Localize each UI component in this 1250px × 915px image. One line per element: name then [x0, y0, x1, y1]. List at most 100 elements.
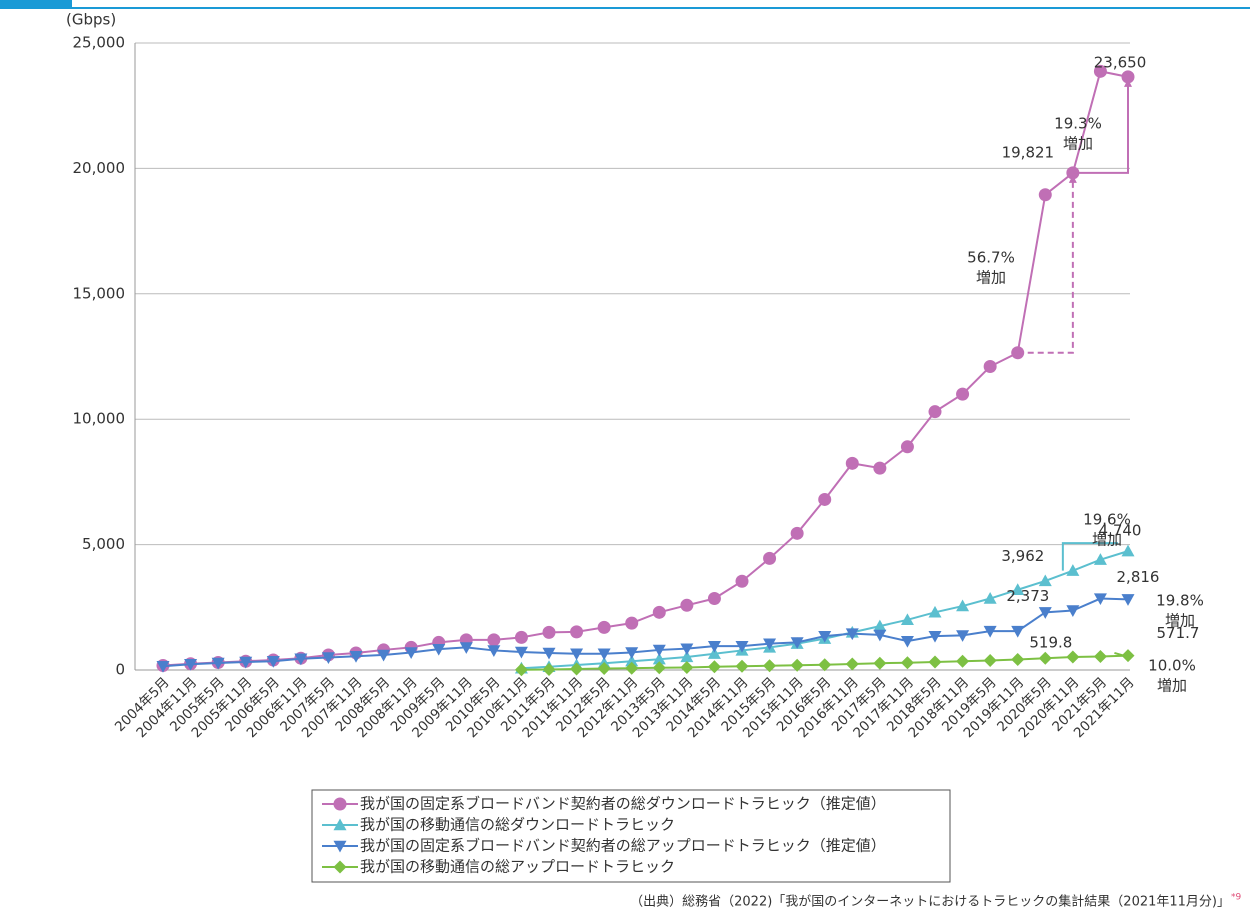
- growth-bracket: [1114, 652, 1125, 657]
- data-point: [735, 640, 749, 653]
- arrow-head: [1124, 78, 1132, 87]
- arrow-head: [1068, 174, 1077, 183]
- data-point: [956, 599, 970, 612]
- annotation: 19.3%: [1054, 115, 1102, 133]
- header-tab: [0, 0, 72, 8]
- data-point: [652, 644, 666, 657]
- value-label: 519.8: [1029, 633, 1072, 651]
- data-point: [928, 630, 942, 643]
- data-point: [294, 653, 308, 666]
- source: （出典）総務省（2022)「我が国のインターネットにおけるトラヒックの集計結果（…: [630, 894, 1230, 910]
- data-point: [983, 653, 997, 667]
- data-point: [1093, 649, 1107, 663]
- data-point: [790, 526, 804, 540]
- data-point: [790, 658, 804, 672]
- legend: [311, 789, 951, 883]
- unit-label: (Gbps): [66, 11, 116, 29]
- data-point: [432, 643, 446, 656]
- data-point: [1121, 649, 1135, 663]
- data-point: [156, 661, 170, 673]
- data-point: [928, 405, 942, 419]
- data-point: [349, 651, 363, 663]
- data-point: [542, 662, 556, 676]
- data-point: [1066, 605, 1080, 617]
- data-point: [735, 659, 749, 673]
- legend-marker: [333, 860, 347, 874]
- value-label: 2,373: [1006, 587, 1049, 605]
- legend-label: 我が国の固定系ブロードバンド契約者の総ダウンロードトラヒック（推定値）: [360, 795, 886, 813]
- legend-label: 我が国の移動通信の総ダウンロードトラヒック: [360, 816, 675, 834]
- data-point: [1038, 574, 1052, 587]
- legend-label: 我が国の固定系ブロードバンド契約者の総アップロードトラヒック（推定値）: [360, 837, 886, 855]
- data-point: [1011, 652, 1025, 666]
- data-point: [597, 620, 611, 634]
- data-point: [790, 637, 804, 649]
- data-point: [763, 638, 777, 651]
- legend-marker: [333, 840, 347, 853]
- data-point: [845, 657, 859, 671]
- value-label: 2,816: [1117, 568, 1160, 586]
- annotation: 増加: [1063, 135, 1093, 153]
- data-point: [625, 654, 639, 667]
- data-point: [1121, 544, 1135, 557]
- data-point: [873, 461, 887, 475]
- data-point: [1066, 650, 1080, 664]
- data-point: [735, 574, 749, 588]
- data-point: [1038, 607, 1052, 619]
- data-point: [983, 625, 997, 638]
- data-point: [1038, 188, 1052, 202]
- value-label: 3,962: [1001, 547, 1044, 565]
- value-label: 4,740: [1099, 522, 1142, 540]
- annotation: 19.6%: [1083, 511, 1131, 529]
- legend-label: 我が国の移動通信の総アップロードトラヒック: [360, 858, 675, 876]
- data-point: [239, 656, 253, 669]
- data-point: [625, 616, 639, 630]
- growth-bracket: [1017, 180, 1074, 354]
- data-point: [900, 656, 914, 670]
- data-point: [956, 387, 970, 401]
- data-point: [900, 613, 914, 626]
- data-point: [1093, 593, 1107, 606]
- data-point: [707, 592, 721, 606]
- data-point: [652, 661, 666, 675]
- data-point: [1093, 64, 1107, 78]
- y-tick-label: 20,000: [73, 159, 126, 177]
- data-point: [597, 648, 611, 661]
- data-point: [873, 629, 887, 642]
- data-point: [542, 647, 556, 660]
- data-point: [956, 630, 970, 642]
- data-point: [845, 456, 859, 470]
- data-point: [707, 660, 721, 674]
- data-point: [514, 646, 528, 659]
- data-point: [487, 645, 501, 657]
- data-point: [680, 660, 694, 674]
- data-point: [404, 647, 418, 659]
- source-note: *9: [1231, 893, 1242, 903]
- data-point: [928, 605, 942, 618]
- annotation: 10.0%: [1148, 657, 1196, 675]
- y-tick-label: 5,000: [82, 535, 125, 553]
- series-line: [162, 70, 1129, 667]
- data-point: [900, 440, 914, 454]
- data-point: [707, 640, 721, 653]
- data-point: [1121, 594, 1135, 606]
- y-tick-label: 15,000: [73, 284, 126, 302]
- data-point: [652, 652, 666, 665]
- annotation: 19.8%: [1156, 592, 1204, 610]
- data-point: [1121, 70, 1135, 84]
- y-tick-label: 25,000: [73, 34, 126, 52]
- data-point: [928, 655, 942, 669]
- data-point: [1066, 564, 1080, 576]
- data-point: [1093, 553, 1107, 565]
- data-point: [1038, 651, 1052, 665]
- data-point: [818, 658, 832, 672]
- data-point: [597, 661, 611, 675]
- data-point: [184, 659, 198, 671]
- annotation: 増加: [976, 269, 1006, 287]
- data-point: [570, 648, 584, 661]
- data-point: [570, 662, 584, 676]
- value-label: 19,821: [1002, 143, 1055, 161]
- data-point: [514, 663, 528, 677]
- data-point: [680, 643, 694, 656]
